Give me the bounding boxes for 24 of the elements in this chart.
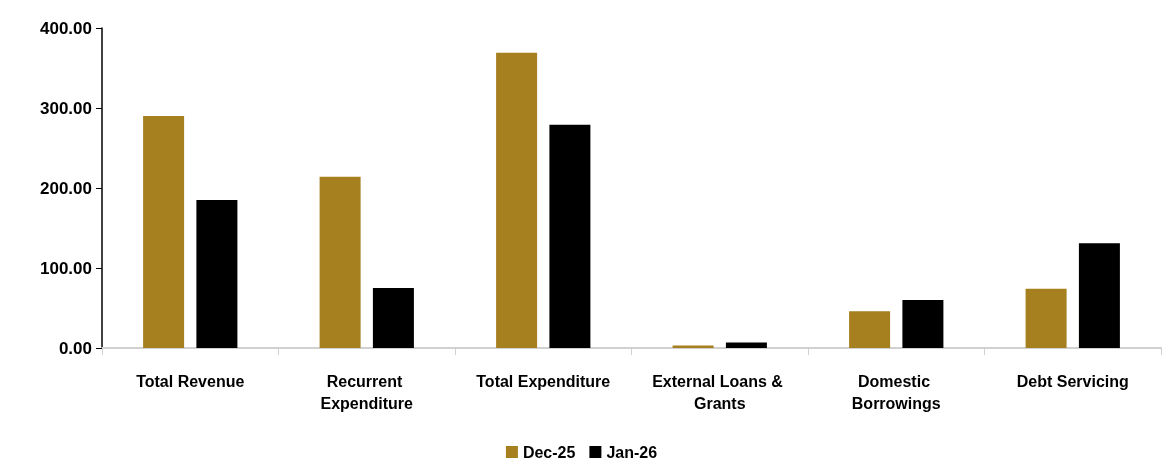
bar: [902, 300, 944, 348]
legend-label: Dec-25: [522, 443, 576, 461]
y-tick-label: 300.00: [40, 98, 92, 118]
bar: [372, 288, 414, 348]
legend-label: Jan-26: [606, 443, 658, 461]
x-tick-label: Debt Servicing: [1016, 372, 1129, 390]
x-tick-label: Total Expenditure: [476, 372, 611, 390]
x-tick-label: External Loans & Grants: [652, 372, 788, 412]
y-tick-label: 200.00: [40, 178, 92, 198]
bar: [319, 176, 361, 348]
bar: [549, 124, 591, 348]
bar: [725, 342, 767, 348]
x-tick-label: Domestic Borrowings: [851, 372, 941, 412]
x-tick-label: Recurrent Expenditure: [320, 372, 414, 412]
bar: [196, 200, 238, 348]
bar: [1078, 243, 1120, 348]
y-tick-label: 0.00: [58, 338, 92, 358]
bar: [1025, 288, 1067, 348]
y-tick-label: 100.00: [40, 258, 92, 278]
x-tick-label: Total Revenue: [136, 372, 245, 390]
bar: [496, 52, 538, 348]
bar: [849, 311, 891, 348]
bar: [143, 116, 185, 348]
y-tick-label: 400.00: [40, 18, 92, 38]
